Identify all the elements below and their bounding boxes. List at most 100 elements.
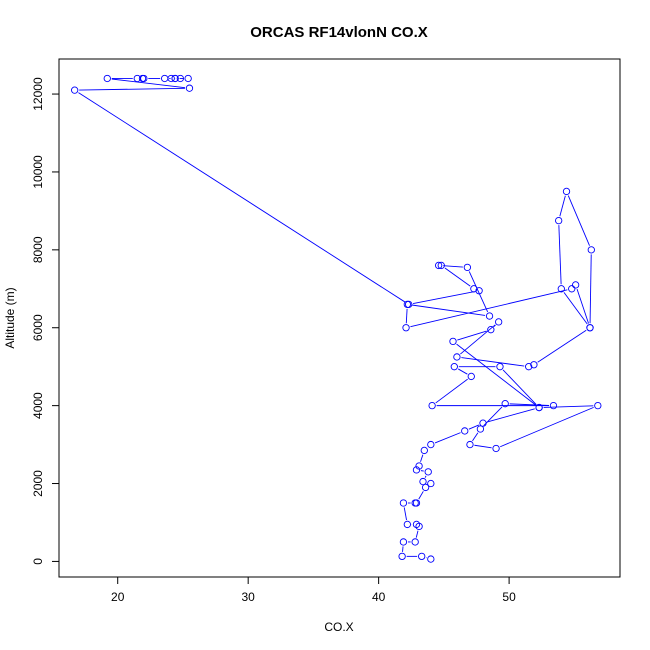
data-point [399, 538, 408, 546]
data-point [419, 477, 427, 486]
y-tick-label: 8000 [31, 236, 45, 263]
series-segment [444, 267, 471, 287]
data-point [412, 466, 421, 474]
y-axis: 0 2000 4000 6000 8000 10000 12000 [31, 77, 60, 565]
data-point [467, 372, 475, 381]
data-point [435, 261, 443, 270]
data-point [402, 324, 410, 332]
data-point [415, 462, 423, 470]
series-segment [500, 406, 594, 448]
data-point [424, 468, 432, 476]
series-segment [79, 87, 185, 91]
data-point [485, 312, 494, 320]
data-point [501, 400, 509, 408]
series-segment [576, 289, 589, 324]
data-point [594, 401, 602, 410]
data-point [466, 440, 474, 449]
data-point [171, 74, 179, 83]
series-segment [543, 405, 594, 408]
data-point [453, 353, 461, 361]
series-segment [474, 444, 492, 449]
data-point [492, 444, 500, 453]
data-point [571, 281, 580, 289]
series-segment [567, 195, 590, 246]
y-tick-label: 10000 [31, 155, 45, 189]
series-segment [111, 78, 186, 89]
data-point [420, 446, 428, 455]
x-tick-label: 20 [111, 590, 125, 604]
series-segment [403, 507, 407, 521]
series-segment [457, 368, 468, 375]
data-point [525, 363, 533, 371]
data-point [463, 263, 472, 272]
data-point [140, 74, 148, 83]
series-segment [412, 291, 475, 304]
x-axis-label: CO.X [324, 620, 353, 634]
series-segment [558, 225, 562, 285]
data-point [496, 363, 504, 371]
data-point [437, 261, 445, 270]
data-point [470, 285, 478, 293]
series-segment [537, 329, 587, 363]
data-point [184, 74, 192, 83]
series-segment [563, 292, 588, 325]
series-segment [411, 304, 486, 316]
data-point [161, 74, 169, 83]
series-segment [502, 369, 537, 405]
data-point [587, 246, 595, 254]
series-segment [589, 254, 592, 324]
y-tick-label: 6000 [31, 314, 45, 341]
data-point [562, 187, 571, 196]
series-segment [559, 195, 566, 217]
data-point [530, 361, 538, 369]
data-point [103, 74, 111, 83]
series-segment [405, 308, 408, 324]
x-axis: 20 30 40 50 [111, 576, 516, 604]
data-point [167, 74, 175, 83]
data-point [418, 552, 426, 561]
data-point [449, 337, 457, 346]
data-point [412, 499, 421, 507]
series-segment [456, 343, 536, 406]
series-segment [487, 408, 535, 423]
series-segment [443, 265, 463, 268]
data-point [427, 440, 435, 449]
y-tick-label: 4000 [31, 392, 45, 419]
x-tick-label: 40 [372, 590, 386, 604]
data-point [398, 552, 406, 561]
series-segment [434, 432, 461, 444]
data-point [555, 216, 563, 225]
data-point [461, 427, 469, 435]
series-segment [410, 289, 568, 328]
data-point [475, 287, 483, 295]
data-point [421, 483, 430, 492]
series-segment [420, 454, 424, 462]
series-segment [461, 357, 525, 367]
series-segment [78, 92, 406, 303]
data-point [404, 300, 413, 309]
data-point [399, 499, 408, 507]
series-segment [435, 378, 468, 404]
x-tick-label: 50 [502, 590, 516, 604]
data-point [476, 425, 485, 433]
series-layer [71, 74, 602, 563]
y-tick-label: 12000 [31, 77, 45, 111]
series-segment [483, 406, 503, 427]
data-point [568, 285, 576, 293]
data-point [403, 520, 411, 529]
chart-title: ORCAS RF14vlonN CO.X [250, 24, 428, 41]
data-point [586, 324, 594, 332]
series-segment [415, 530, 419, 538]
series-segment [468, 271, 489, 313]
data-point [427, 555, 435, 563]
data-point [450, 363, 458, 371]
y-tick-label: 0 [31, 558, 45, 565]
data-point [176, 74, 184, 83]
data-point [549, 401, 558, 410]
data-point [428, 401, 436, 410]
series-segment [472, 432, 479, 442]
series-segment [457, 330, 487, 341]
plot-frame [58, 58, 621, 578]
data-point [411, 538, 419, 546]
